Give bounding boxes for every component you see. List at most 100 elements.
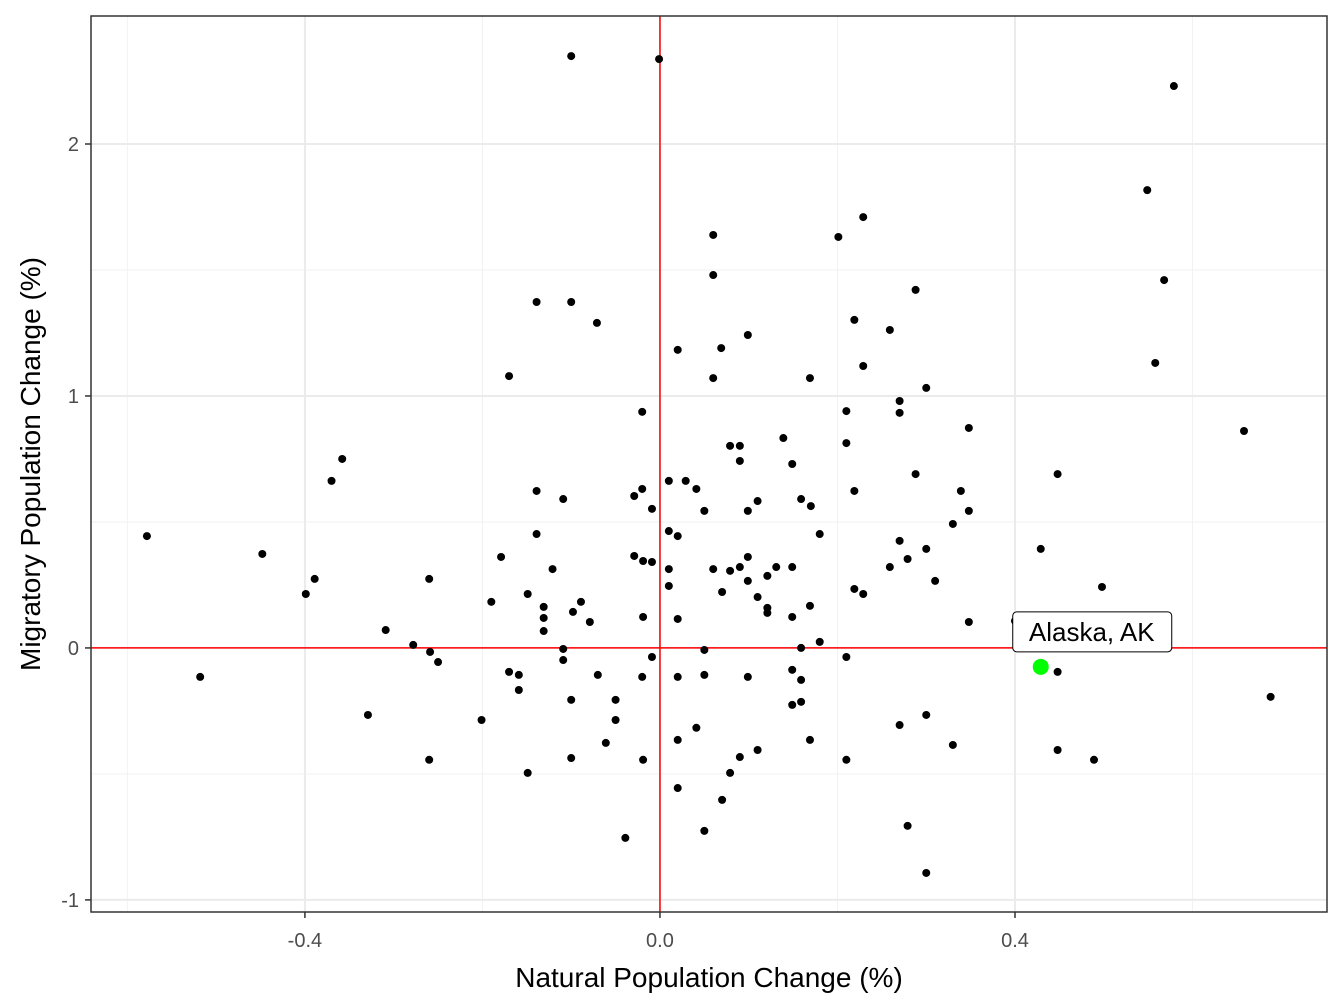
data-point — [779, 434, 788, 443]
data-point — [753, 497, 762, 506]
data-point — [426, 647, 435, 656]
data-point — [1169, 82, 1178, 91]
data-point — [514, 670, 523, 679]
data-point — [301, 590, 310, 599]
data-point — [797, 495, 806, 504]
data-point — [593, 670, 602, 679]
data-point — [717, 344, 726, 353]
data-point — [964, 506, 973, 515]
data-point — [709, 271, 718, 280]
data-point — [709, 565, 718, 574]
data-point — [1053, 667, 1062, 676]
data-point — [611, 695, 620, 704]
data-point — [911, 285, 920, 294]
data-point — [700, 826, 709, 835]
data-point — [1143, 186, 1152, 195]
data-point — [1053, 745, 1062, 754]
data-point — [497, 552, 506, 561]
data-point — [805, 735, 814, 744]
data-point — [539, 602, 548, 611]
data-point — [673, 345, 682, 354]
data-point — [532, 486, 541, 495]
data-point — [532, 530, 541, 539]
data-point — [567, 52, 576, 61]
data-point — [850, 584, 859, 593]
data-point — [363, 710, 372, 719]
data-point — [425, 755, 434, 764]
data-point — [505, 667, 514, 676]
highlight-label-box — [1012, 611, 1173, 653]
data-point — [726, 768, 735, 777]
data-point — [1097, 582, 1106, 591]
data-point — [539, 627, 548, 636]
x-axis-title: Natural Population Change (%) — [515, 962, 903, 993]
data-point — [964, 423, 973, 432]
data-point — [735, 753, 744, 762]
x-tick-label: -0.4 — [288, 930, 322, 952]
data-point — [1036, 544, 1045, 553]
data-point — [559, 495, 568, 504]
highlight-group: Alaska, AK — [1012, 611, 1173, 675]
data-point — [842, 653, 851, 662]
data-point — [664, 527, 673, 536]
data-point — [788, 665, 797, 674]
data-point — [1053, 470, 1062, 479]
data-point — [797, 643, 806, 652]
data-point — [647, 558, 656, 567]
data-point — [664, 581, 673, 590]
data-point — [425, 574, 434, 583]
data-point — [834, 232, 843, 241]
data-point — [638, 407, 647, 416]
data-point — [895, 397, 904, 406]
data-point — [797, 675, 806, 684]
data-point — [673, 614, 682, 623]
data-point — [673, 784, 682, 793]
data-point — [797, 697, 806, 706]
data-point — [850, 486, 859, 495]
data-point — [911, 470, 920, 479]
data-point — [664, 476, 673, 485]
data-point — [647, 504, 656, 513]
data-point — [576, 597, 585, 606]
data-point — [805, 601, 814, 610]
data-point — [726, 441, 735, 450]
data-point — [1090, 755, 1099, 764]
data-point — [895, 408, 904, 417]
data-point — [664, 565, 673, 574]
data-point — [726, 566, 735, 575]
data-point — [568, 607, 577, 616]
data-point — [931, 576, 940, 585]
x-axis-ticks: -0.4 0.0 0.4 — [288, 912, 1029, 952]
data-point — [743, 576, 752, 585]
data-point — [1240, 426, 1249, 435]
x-tick-label: 0.0 — [646, 930, 674, 952]
data-point — [895, 721, 904, 730]
data-point — [673, 735, 682, 744]
highlight-point — [1032, 658, 1049, 675]
data-point — [922, 383, 931, 392]
data-point — [735, 563, 744, 572]
data-point — [514, 686, 523, 695]
data-points — [142, 52, 1275, 877]
data-point — [567, 297, 576, 306]
data-point — [647, 653, 656, 662]
data-point — [948, 519, 957, 528]
data-point — [700, 670, 709, 679]
data-point — [638, 484, 647, 493]
y-tick-label: -1 — [61, 890, 79, 912]
data-point — [611, 716, 620, 724]
data-point — [788, 460, 797, 468]
data-point — [505, 372, 514, 381]
data-point — [639, 557, 648, 566]
data-point — [948, 740, 957, 749]
data-point — [735, 456, 744, 465]
data-point — [559, 656, 568, 665]
data-point — [559, 644, 568, 653]
data-point — [718, 795, 727, 804]
data-point — [763, 571, 772, 580]
highlight-label: Alaska, AK — [1029, 617, 1155, 647]
data-point — [743, 672, 752, 681]
data-point — [1266, 692, 1275, 701]
data-point — [859, 590, 868, 599]
data-point — [585, 617, 594, 626]
